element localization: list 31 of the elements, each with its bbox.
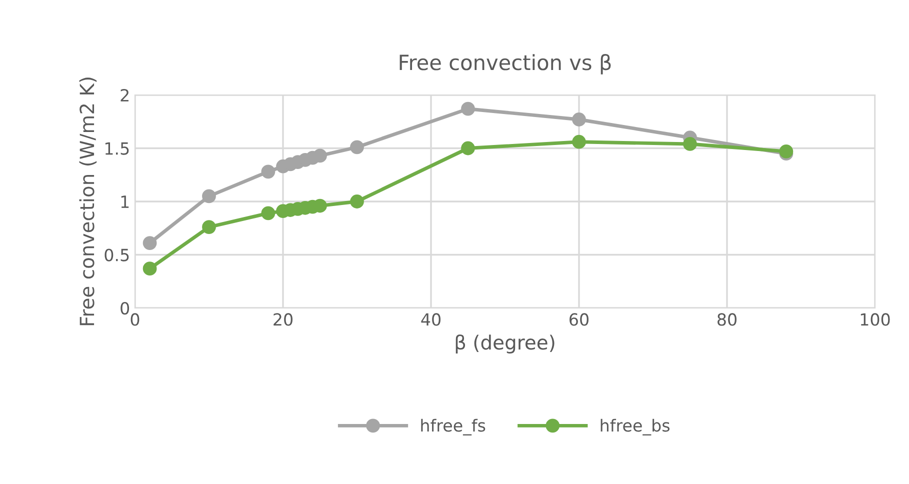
chart-title: Free convection vs β [400,54,611,74]
point [350,194,364,208]
x-tick-label: 20 [274,313,292,326]
legend-label: hfree_bs [600,418,670,436]
point [142,262,157,276]
point [261,206,276,220]
x-tick-label: 40 [421,313,440,326]
point [572,134,586,149]
x-axis-title: β (degree) [456,334,554,354]
x-tick-label: 80 [718,313,736,326]
x-tick-label: 100 [860,313,890,326]
y-axis-title: Free convection (W/m2 K) [79,78,97,326]
point [779,144,794,158]
point [461,141,475,156]
point [202,189,216,204]
point [572,112,586,126]
legend-label: hfree_fs [421,418,486,436]
point [202,220,216,234]
y-tick-label: 0.5 [104,248,129,262]
y-tick-label: 1 [121,196,129,208]
point [683,137,697,151]
point [142,236,157,250]
point [313,148,327,163]
x-tick-label: 0 [130,313,140,326]
y-tick-label: 1.5 [105,142,129,155]
y-tick-label: 2 [120,88,128,102]
y-tick-label: 0 [120,302,130,315]
point [261,164,276,179]
point [461,102,475,116]
x-tick-label: 60 [570,313,588,326]
point [350,140,364,154]
